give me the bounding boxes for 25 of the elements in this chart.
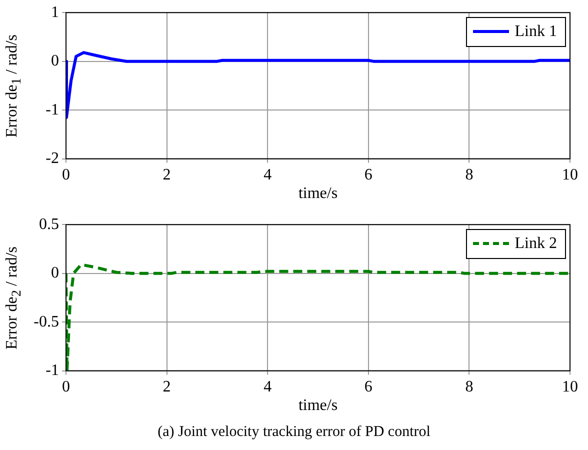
x-tick-label: 0 — [62, 378, 70, 396]
x-axis-title: time/s — [298, 184, 338, 203]
y-tick-label: 1 — [51, 4, 59, 21]
x-tick-label: 4 — [264, 166, 272, 184]
x-tick-label: 6 — [364, 378, 372, 396]
legend-label: Link 1 — [514, 22, 557, 41]
legend-label: Link 2 — [514, 234, 557, 253]
y-tick-label: -0.5 — [34, 313, 59, 330]
x-tick-label: 6 — [364, 166, 372, 184]
x-tick-label: 2 — [162, 378, 171, 396]
y-tick-label: -1 — [46, 362, 59, 380]
x-tick-label: 8 — [465, 166, 474, 184]
y-tick-label: -1 — [46, 101, 59, 118]
x-tick-label: 2 — [162, 166, 171, 184]
x-tick-label: 4 — [264, 378, 272, 396]
x-tick-label: 8 — [465, 378, 474, 396]
text: (a) Joint velocity tracking error of PD control — [156, 424, 432, 441]
y-tick-label: 0.5 — [39, 216, 59, 233]
x-tick-label: 0 — [62, 166, 70, 184]
y-tick-label: -2 — [46, 150, 59, 168]
x-axis-title: time/s — [298, 396, 338, 415]
x-tick-label: 10 — [562, 378, 578, 396]
x-tick-label: 10 — [562, 166, 578, 184]
y-tick-label: 0 — [51, 264, 59, 282]
y-tick-label: 0 — [51, 52, 59, 70]
